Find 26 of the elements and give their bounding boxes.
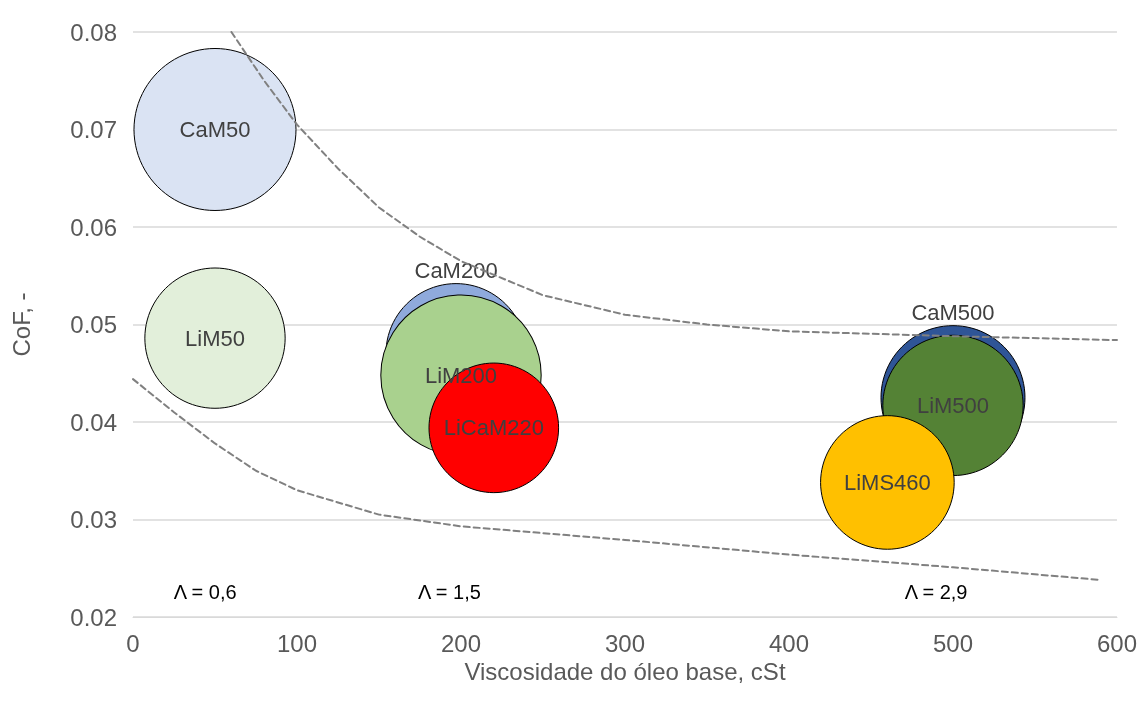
x-tick-label: 0 — [126, 629, 140, 657]
series-label: CaM50 — [179, 117, 251, 142]
y-tick-label: 0.08 — [70, 18, 117, 46]
y-tick-label: 0.07 — [70, 116, 117, 143]
x-tick-label: 300 — [604, 629, 646, 657]
series-label: CaM500 — [911, 299, 995, 325]
annotation: Λ = 0,6 — [173, 581, 237, 603]
series-label: LiMS460 — [843, 469, 931, 495]
series-label: CaM200 — [414, 257, 498, 283]
x-tick-label: 400 — [768, 629, 810, 657]
y-tick-label: 0.06 — [70, 213, 117, 241]
y-tick-label: 0.05 — [70, 311, 117, 338]
x-tick-label: 600 — [1096, 629, 1137, 657]
series-label: LiM500 — [916, 392, 990, 418]
annotation: Λ = 2,9 — [904, 581, 968, 603]
x-tick-label: 200 — [440, 629, 482, 657]
y-tick-label: 0.03 — [70, 506, 117, 533]
y-axis-title: CoF, - — [7, 292, 35, 357]
x-tick-label: 100 — [276, 629, 318, 657]
x-tick-label: 500 — [932, 629, 974, 657]
annotation: Λ = 1,5 — [418, 581, 481, 603]
x-axis-title: Viscosidade do óleo base, cSt — [464, 658, 786, 686]
series-label: LiM50 — [185, 325, 245, 351]
y-tick-label: 0.04 — [70, 408, 117, 436]
y-tick-label: 0.02 — [70, 603, 117, 631]
series-label: LiCaM220 — [443, 415, 544, 441]
